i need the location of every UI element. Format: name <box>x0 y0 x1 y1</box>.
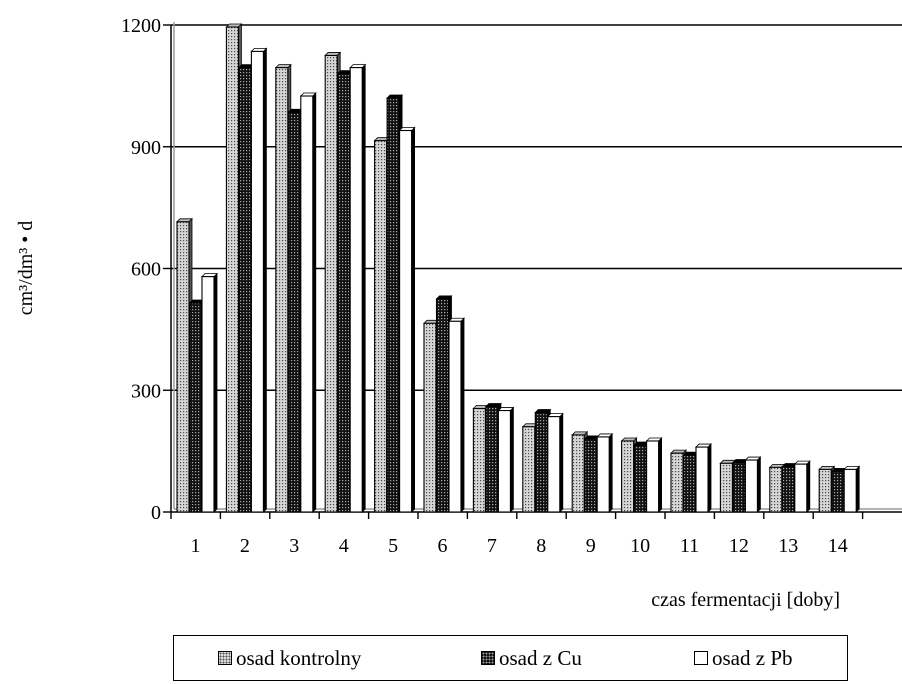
bar-front <box>781 465 795 513</box>
bar-front <box>374 140 388 513</box>
legend: osad kontrolny osad z Cu osad z Pb <box>173 635 848 681</box>
bar-pb <box>398 126 416 513</box>
bar-front <box>423 322 437 513</box>
bar-front <box>399 129 413 513</box>
bar-front <box>843 468 857 513</box>
x-tick-label: 3 <box>289 535 299 557</box>
bar-pb <box>299 92 317 513</box>
bar-front <box>201 276 215 513</box>
bar-front <box>238 67 252 513</box>
bar-front <box>571 434 585 513</box>
bar-pb <box>695 443 712 513</box>
x-tick-label: 1 <box>191 535 201 557</box>
legend-item-cu: osad z Cu <box>481 636 582 680</box>
bar-pb <box>645 437 663 513</box>
bar-front <box>633 444 647 513</box>
bar-front <box>682 454 697 513</box>
bar-front <box>337 73 351 513</box>
bar-front <box>176 221 190 513</box>
bar-front <box>732 461 746 513</box>
x-tick-label: 4 <box>339 535 349 557</box>
bar-front <box>646 440 660 513</box>
bar-pb <box>843 465 861 513</box>
y-tick-label: 300 <box>131 380 161 402</box>
bar-front <box>497 409 511 513</box>
bar-pb <box>448 317 465 513</box>
bars <box>176 23 861 513</box>
x-tick-label: 6 <box>438 535 448 557</box>
bar-front <box>719 462 733 513</box>
x-tick-label: 5 <box>388 535 398 557</box>
bar-front <box>188 302 203 513</box>
bar-front <box>547 416 561 513</box>
bar-front <box>324 54 338 513</box>
bar-pb <box>793 460 811 513</box>
x-tick-label: 2 <box>240 535 250 557</box>
bar-front <box>621 440 635 513</box>
legend-item-pb: osad z Pb <box>694 636 793 680</box>
y-tick-label: 1200 <box>121 15 161 37</box>
legend-item-control: osad kontrolny <box>218 636 361 680</box>
bar-front <box>300 95 314 513</box>
legend-label-cu: osad z Cu <box>499 645 582 670</box>
bar-front <box>670 452 684 513</box>
bar-front <box>448 320 462 513</box>
x-tick-label: 13 <box>778 535 798 557</box>
bar-pb <box>201 272 218 513</box>
x-tick-label: 10 <box>630 535 650 557</box>
bar-front <box>534 412 548 513</box>
bar-pb <box>546 412 564 513</box>
bar-front <box>695 446 709 513</box>
y-tick-label: 600 <box>131 259 161 281</box>
bar-front <box>769 466 783 513</box>
bar-pb <box>349 63 367 513</box>
bar-front <box>596 436 610 513</box>
bar-front <box>831 470 845 513</box>
x-tick-label: 12 <box>729 535 749 557</box>
bar-front <box>386 97 400 513</box>
bar-front <box>818 468 832 513</box>
y-tick-label: 0 <box>151 502 161 524</box>
legend-swatch-control <box>218 651 232 665</box>
bar-front <box>275 67 289 513</box>
bar-front <box>472 407 486 513</box>
bar-pb <box>596 432 614 513</box>
y-tick-label: 900 <box>131 137 161 159</box>
x-tick-label: 8 <box>536 535 546 557</box>
legend-swatch-pb <box>694 651 708 665</box>
bar-front <box>584 438 598 513</box>
x-tick-label: 14 <box>828 535 848 557</box>
bar-front <box>794 463 808 513</box>
legend-swatch-cu <box>481 651 495 665</box>
bar-pb <box>744 456 762 513</box>
x-tick-label: 9 <box>586 535 596 557</box>
bar-front <box>744 459 758 513</box>
x-tick-label: 11 <box>680 535 699 557</box>
bar-front <box>435 298 450 513</box>
x-axis-title: czas fermentacji [doby] <box>651 589 840 611</box>
bar-pb <box>497 406 515 513</box>
legend-label-pb: osad z Pb <box>712 645 793 670</box>
y-axis-title: cm³/dm³ • d <box>15 221 37 316</box>
x-tick-label: 7 <box>487 535 497 557</box>
bar-pb <box>250 47 268 513</box>
bar-front <box>485 405 499 513</box>
bar-front <box>287 111 301 513</box>
bar-front <box>250 50 264 513</box>
bar-front <box>225 26 239 513</box>
legend-label-control: osad kontrolny <box>236 645 362 670</box>
bar-front <box>349 67 363 513</box>
bar-front <box>522 426 536 513</box>
